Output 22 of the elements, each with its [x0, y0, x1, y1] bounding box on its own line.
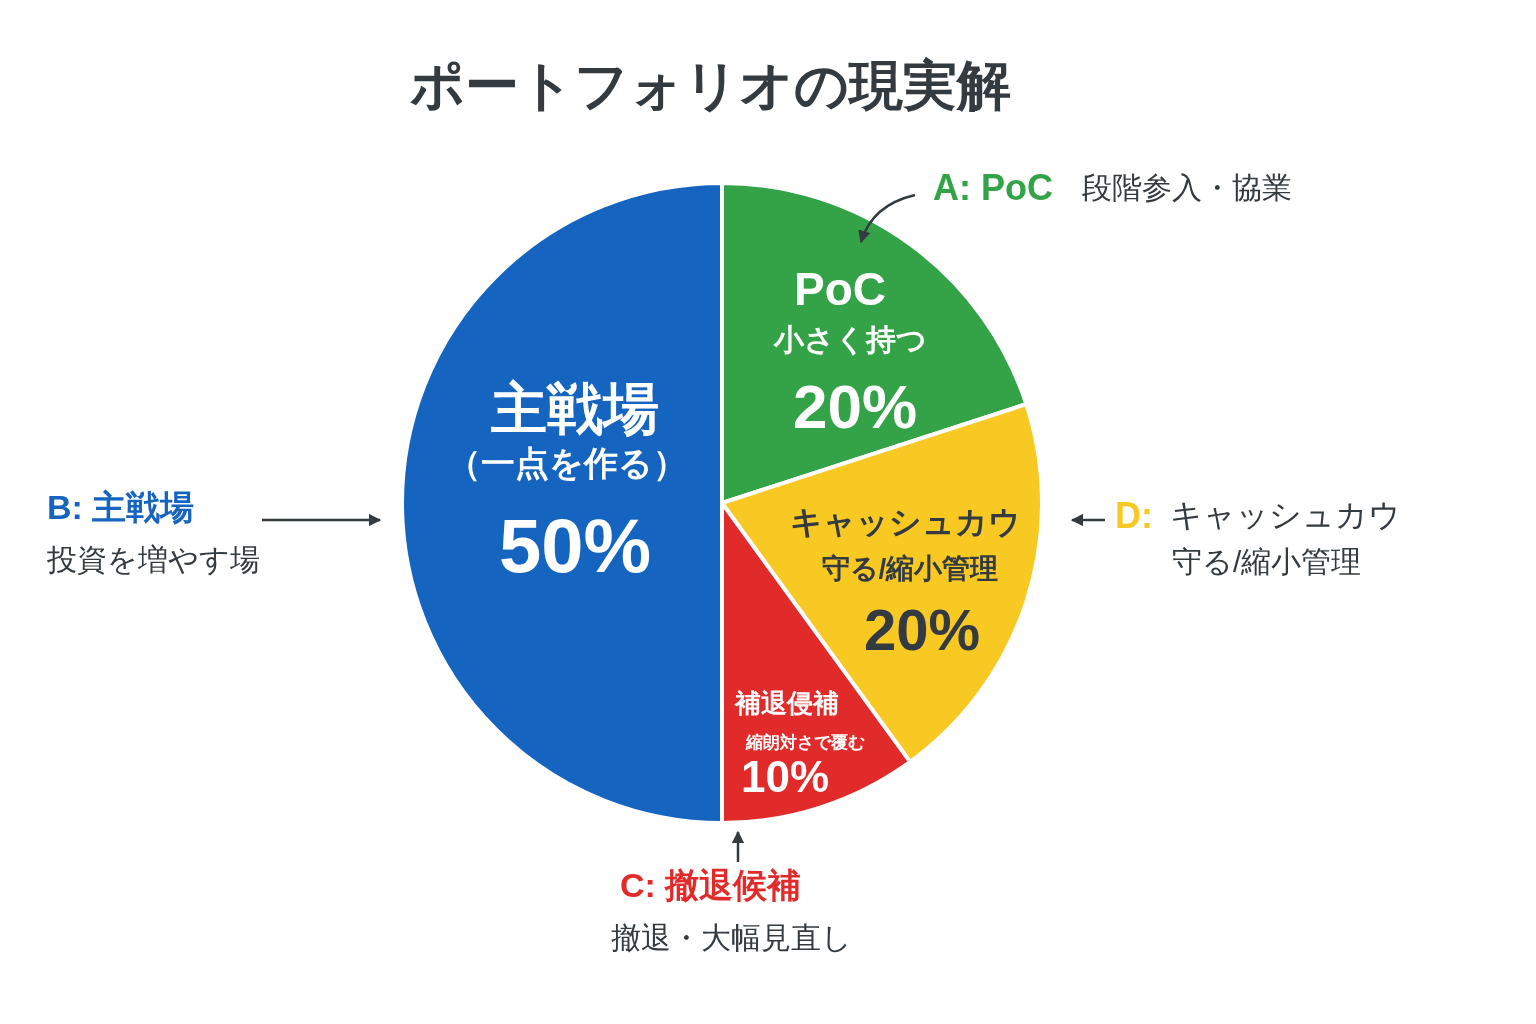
- chart-title: ポートフォリオの現実解: [409, 55, 1011, 115]
- data-label: 20%: [792, 372, 918, 441]
- text: 撤退・大幅見直し: [611, 921, 852, 954]
- text: 守る/縮小管理: [821, 553, 999, 584]
- text: 守る/縮小管理: [1172, 545, 1362, 578]
- slice-label: PoC: [794, 263, 886, 315]
- text: 段階参入・協業: [1082, 171, 1292, 204]
- text: 投資を増やす場: [46, 543, 260, 576]
- slice-label: 補退侵補: [734, 688, 839, 718]
- text: 縮朗対さで覆む: [744, 733, 865, 752]
- slice-label: キャッシュカウ: [789, 504, 1021, 540]
- text: B: 主戦場: [47, 488, 195, 526]
- data-label: 10%: [740, 752, 830, 801]
- data-label: 50%: [498, 503, 652, 588]
- text: D:: [1115, 495, 1153, 536]
- text: キャッシュカウ: [1170, 497, 1401, 533]
- slice-label: 主戦場: [490, 377, 659, 440]
- text: （一点を作る）: [447, 444, 687, 482]
- text: A: PoC: [933, 167, 1053, 208]
- text: C: 撤退候補: [620, 866, 802, 904]
- data-label: 20%: [863, 597, 981, 662]
- text: 小さく持つ: [772, 323, 927, 356]
